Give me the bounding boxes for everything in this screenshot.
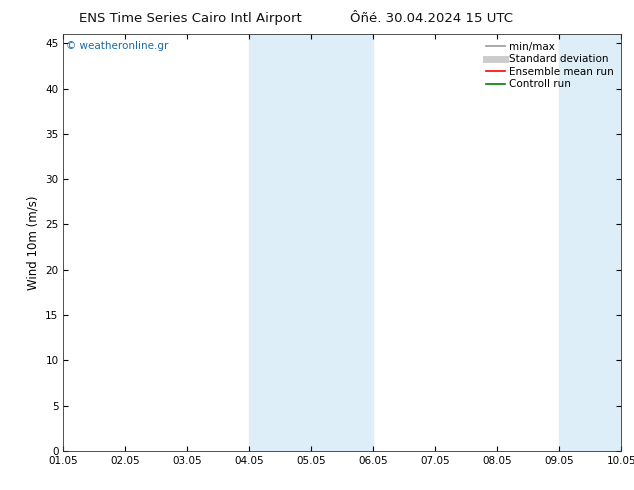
Bar <box>559 34 621 451</box>
Text: ENS Time Series Cairo Intl Airport: ENS Time Series Cairo Intl Airport <box>79 12 302 25</box>
Bar <box>249 34 373 451</box>
Y-axis label: Wind 10m (m/s): Wind 10m (m/s) <box>27 196 40 290</box>
Text: Ôñé. 30.04.2024 15 UTC: Ôñé. 30.04.2024 15 UTC <box>349 12 513 25</box>
Legend: min/max, Standard deviation, Ensemble mean run, Controll run: min/max, Standard deviation, Ensemble me… <box>484 40 616 92</box>
Text: © weatheronline.gr: © weatheronline.gr <box>66 41 169 50</box>
